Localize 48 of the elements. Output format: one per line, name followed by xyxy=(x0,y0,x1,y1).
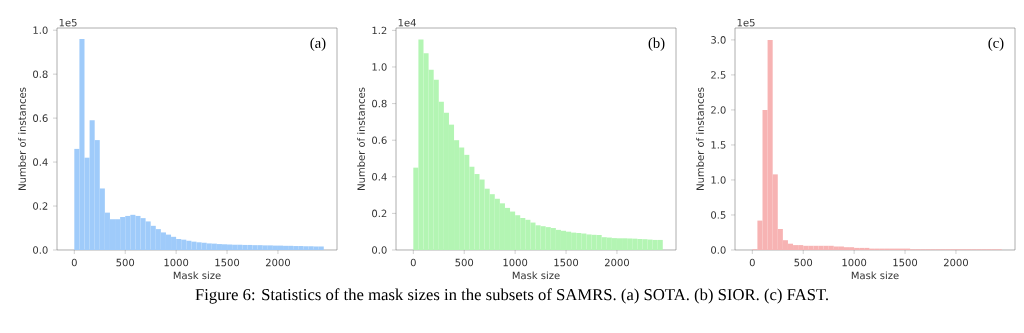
caption: Figure 6: Statistics of the mask sizes in the subsets of SAMRS. (a) SOTA. (b) SIOR. (c) FAST. xyxy=(195,288,828,304)
x-tick-label: 500 xyxy=(116,258,135,267)
y-tick-label: 0.5 xyxy=(711,211,726,219)
x-tick-label: 1500 xyxy=(893,258,918,267)
x-tick-label: 0 xyxy=(749,258,755,267)
x-tick-label: 0 xyxy=(71,258,77,267)
y-tick-label: 3.0 xyxy=(711,36,726,44)
x-tick-label: 500 xyxy=(455,258,474,267)
annotation: (c) xyxy=(988,37,1004,51)
x-tick-label: 2000 xyxy=(604,258,629,267)
x-tick-label: 0 xyxy=(410,258,416,267)
annotation: (b) xyxy=(648,37,665,51)
x-axis-title: Mask size xyxy=(173,271,221,280)
x-tick-label: 2000 xyxy=(943,258,968,267)
y-tick-label: 0.6 xyxy=(33,114,48,122)
y-axis-title: Number of instances xyxy=(696,87,704,190)
y-tick-label: 0.4 xyxy=(33,158,48,166)
x-tick-label: 1000 xyxy=(842,258,867,267)
y-tick-label: 0.0 xyxy=(372,246,387,254)
y-tick-label: 1.0 xyxy=(711,176,726,184)
y-tick-label: 1.0 xyxy=(33,26,48,34)
y-axis-title: Number of instances xyxy=(18,87,26,190)
y-tick-label: 1.2 xyxy=(372,26,387,35)
annotation: (a) xyxy=(310,37,326,51)
x-tick-label: 500 xyxy=(794,258,813,267)
text: 1e5 xyxy=(59,18,77,27)
y-tick-label: 2.5 xyxy=(711,71,726,79)
y-tick-label: 0.0 xyxy=(33,246,48,254)
x-tick-label: 1000 xyxy=(503,258,528,267)
y-tick-label: 1.0 xyxy=(372,63,387,71)
x-tick-label: 1000 xyxy=(164,258,189,267)
y-tick-label: 1.5 xyxy=(711,141,726,149)
x-tick-label: 1500 xyxy=(215,258,240,267)
y-tick-label: 0.0 xyxy=(711,246,726,254)
y-tick-label: 0.2 xyxy=(33,202,48,210)
y-tick-label: 0.2 xyxy=(372,209,387,218)
text: 1e5 xyxy=(737,18,755,27)
y-tick-label: 2.0 xyxy=(711,106,726,114)
x-axis-title: Mask size xyxy=(512,271,560,280)
y-axis-title: Number of instances xyxy=(357,87,365,190)
y-tick-label: 0.8 xyxy=(33,70,48,78)
x-tick-label: 2000 xyxy=(265,258,290,267)
x-axis-title: Mask size xyxy=(851,271,899,280)
text: 1e4 xyxy=(398,18,416,27)
y-tick-label: 0.4 xyxy=(372,173,387,181)
y-tick-label: 0.6 xyxy=(372,136,387,144)
x-tick-label: 1500 xyxy=(554,258,579,267)
y-tick-label: 0.8 xyxy=(372,99,387,108)
